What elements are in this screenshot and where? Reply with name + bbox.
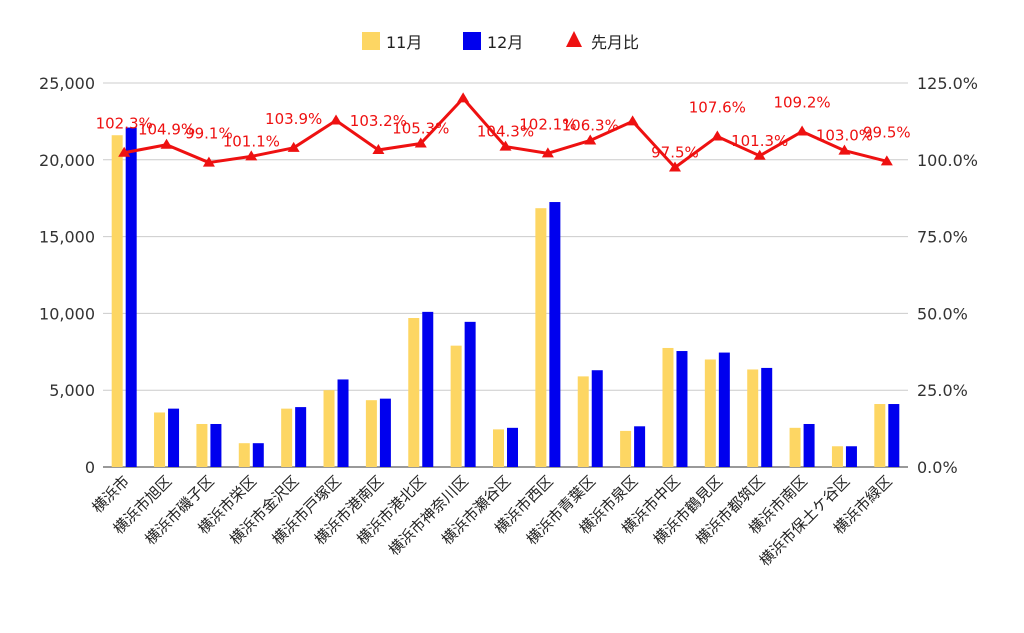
bar-11月 [874, 404, 886, 467]
ratio-data-label: 97.5% [651, 143, 699, 161]
legend-label-12月: 12月 [487, 33, 523, 52]
bar-12月 [803, 423, 815, 467]
bar-11月 [831, 446, 843, 467]
ratio-data-label: 102.1% [519, 115, 576, 133]
y-right-tick-label: 125.0% [917, 74, 978, 93]
legend-label-先月比: 先月比 [591, 33, 639, 52]
bar-12月 [295, 407, 307, 467]
ratio-point [796, 125, 809, 136]
y-axis-right: 0.0% 25.0% 50.0% 75.0% 100.0% 125.0% [917, 74, 978, 477]
ratio-point [880, 155, 893, 166]
ratio-data-label: 107.6% [689, 98, 746, 116]
ratio-point [499, 140, 512, 151]
bar-12月 [379, 398, 391, 467]
ratio-data-label: 104.3% [477, 123, 534, 141]
bar-11月 [154, 412, 166, 467]
ratio-data-label: 103.9% [265, 110, 322, 128]
bar-12月 [591, 370, 603, 467]
ratio-data-label: 99.5% [863, 123, 911, 141]
y-right-tick-label: 50.0% [917, 304, 968, 323]
ratio-point [372, 143, 385, 154]
bar-11月 [196, 423, 208, 467]
bar-12月 [507, 427, 518, 467]
ratio-point [457, 92, 470, 103]
bar-12月 [888, 404, 900, 467]
ratio-point [584, 134, 597, 145]
y-right-tick-label: 25.0% [917, 381, 968, 400]
y-right-tick-label: 100.0% [917, 151, 978, 170]
y-left-tick-label: 15,000 [39, 228, 95, 247]
bar-11月 [323, 390, 335, 467]
legend-swatch-12月 [463, 32, 481, 50]
y-left-tick-label: 20,000 [39, 151, 95, 170]
bar-11月 [662, 347, 674, 467]
ratio-data-label: 101.3% [731, 132, 788, 150]
ratio-data-label: 99.1% [185, 125, 233, 143]
ratio-line: 102.3%104.9%99.1%101.1% 103.9% 103.2%105.3… [96, 92, 911, 172]
bar-11月 [577, 376, 589, 467]
bar-12月 [676, 351, 688, 467]
ratio-data-label: 106.3% [562, 116, 619, 134]
bar-11月 [238, 443, 250, 467]
ratio-point [414, 137, 427, 148]
y-right-tick-label: 0.0% [917, 458, 958, 477]
bar-11月 [747, 369, 759, 467]
bars [111, 127, 900, 468]
ratio-point [202, 156, 215, 167]
bar-12月 [718, 352, 730, 467]
legend-marker-先月比 [566, 31, 582, 47]
bar-11月 [704, 359, 716, 467]
bar-12月 [549, 202, 561, 468]
bar-12月 [464, 321, 476, 467]
y-left-tick-label: 10,000 [39, 304, 95, 323]
bar-11月 [281, 408, 293, 467]
bar-11月 [365, 400, 377, 467]
y-left-tick-label: 25,000 [39, 74, 95, 93]
bar-12月 [634, 426, 646, 467]
ratio-point [668, 161, 681, 172]
ratio-point [330, 114, 343, 125]
legend-label-11月: 11月 [386, 33, 422, 52]
legend-swatch-11月 [362, 32, 380, 50]
x-axis-categories: 横浜市横浜市旭区横浜市磯子区横浜市栄区横浜市金沢区横浜市戸塚区横浜市港南区横浜市… [88, 472, 895, 570]
bar-11月 [111, 135, 123, 467]
ratio-data-label: 101.1% [223, 132, 280, 150]
y-axis-left: 0 5,000 10,000 15,000 20,000 25,000 [39, 74, 95, 477]
ratio-data-label: 104.9% [138, 121, 195, 139]
bar-12月 [845, 446, 857, 467]
y-left-tick-label: 0 [85, 458, 95, 477]
ratio-point [245, 150, 258, 161]
y-right-tick-label: 75.0% [917, 228, 968, 247]
ratio-point [838, 144, 851, 155]
bar-12月 [210, 423, 222, 467]
bar-12月 [168, 408, 180, 467]
bar-11月 [450, 345, 462, 467]
ratio-point [118, 146, 131, 157]
bar-12月 [125, 127, 137, 467]
bar-12月 [337, 379, 349, 467]
ratio-point [626, 115, 639, 126]
y-left-tick-label: 5,000 [49, 381, 95, 400]
ratio-data-label: 103.0% [816, 127, 873, 145]
ratio-data-label: 109.2% [773, 94, 830, 112]
legend: 11月 12月 先月比 [362, 31, 639, 52]
ratio-data-label: 105.3% [392, 120, 449, 138]
bar-11月 [408, 318, 420, 467]
bar-11月 [535, 208, 547, 467]
bar-12月 [422, 311, 434, 467]
ratio-point [753, 149, 766, 160]
ratio-point [160, 138, 173, 149]
bar-11月 [789, 427, 801, 467]
ratio-point [711, 130, 724, 141]
bar-12月 [761, 367, 773, 467]
bar-12月 [252, 443, 264, 467]
ratio-point [287, 141, 300, 152]
ratio-data-label: 102.3% [96, 115, 153, 133]
ratio-data-label: 103.2% [350, 112, 407, 130]
ratio-point [541, 147, 554, 158]
bar-11月 [620, 430, 632, 467]
bar-11月 [493, 429, 504, 467]
